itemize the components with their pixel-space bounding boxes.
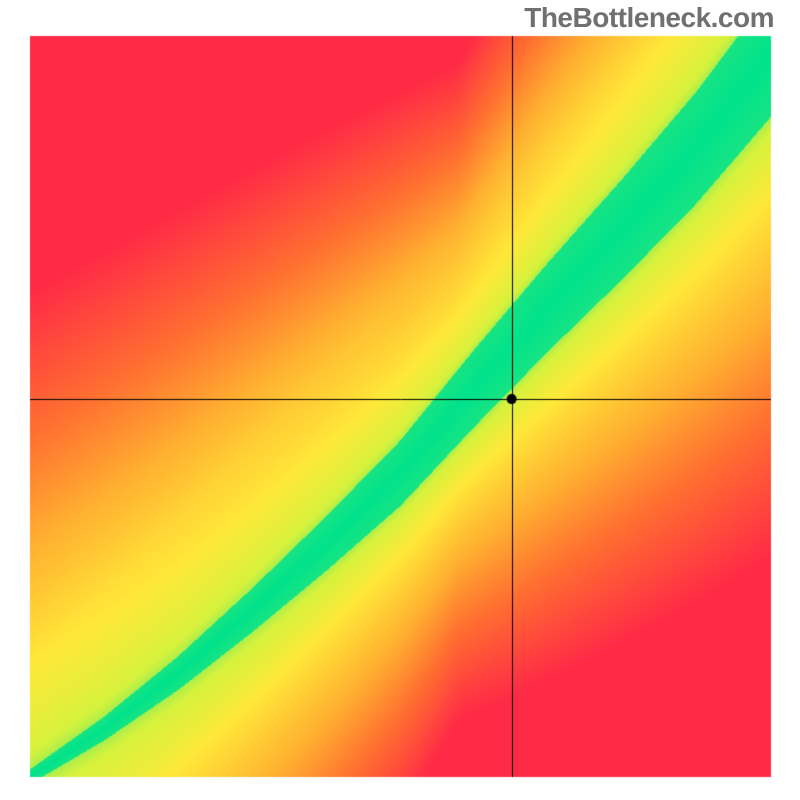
bottleneck-heatmap bbox=[0, 0, 800, 800]
watermark-text: TheBottleneck.com bbox=[524, 2, 774, 34]
